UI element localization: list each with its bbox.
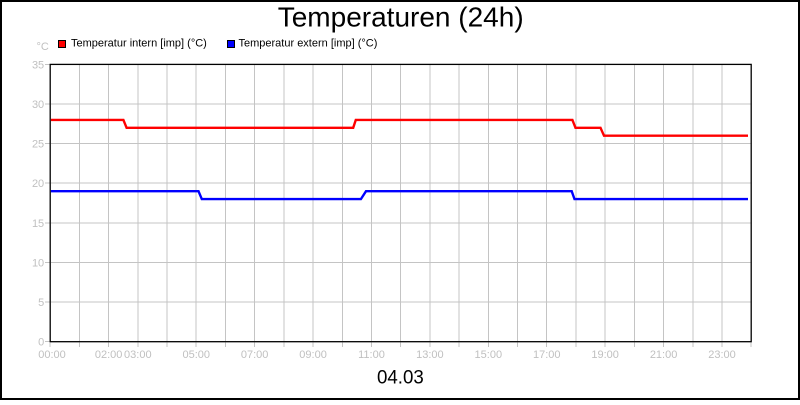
svg-text:05:00: 05:00 (182, 349, 210, 361)
svg-text:02:00: 02:00 (95, 349, 123, 361)
svg-text:15: 15 (32, 218, 44, 230)
svg-text:20: 20 (32, 178, 44, 190)
svg-text:11:00: 11:00 (358, 349, 385, 361)
svg-text:23:00: 23:00 (708, 349, 736, 361)
svg-text:Temperatur intern [imp] (°C): Temperatur intern [imp] (°C) (71, 37, 207, 49)
svg-text:07:00: 07:00 (241, 349, 269, 361)
svg-text:35: 35 (32, 59, 44, 71)
svg-text:Temperaturen (24h): Temperaturen (24h) (278, 2, 524, 33)
svg-text:19:00: 19:00 (591, 349, 619, 361)
svg-text:21:00: 21:00 (650, 349, 678, 361)
svg-text:13:00: 13:00 (416, 349, 444, 361)
svg-text:00:00: 00:00 (38, 349, 66, 361)
svg-text:Temperatur extern [imp] (°C): Temperatur extern [imp] (°C) (239, 37, 378, 49)
svg-text:10: 10 (32, 257, 44, 269)
svg-text:30: 30 (32, 99, 44, 111)
svg-text:09:00: 09:00 (299, 349, 327, 361)
svg-text:25: 25 (32, 139, 44, 151)
svg-text:5: 5 (38, 297, 44, 309)
svg-text:03:00: 03:00 (124, 349, 152, 361)
svg-text:°C: °C (36, 41, 48, 53)
svg-text:04.03: 04.03 (377, 368, 424, 389)
svg-text:15:00: 15:00 (475, 349, 503, 361)
svg-text:0: 0 (38, 337, 44, 349)
svg-text:17:00: 17:00 (533, 349, 561, 361)
